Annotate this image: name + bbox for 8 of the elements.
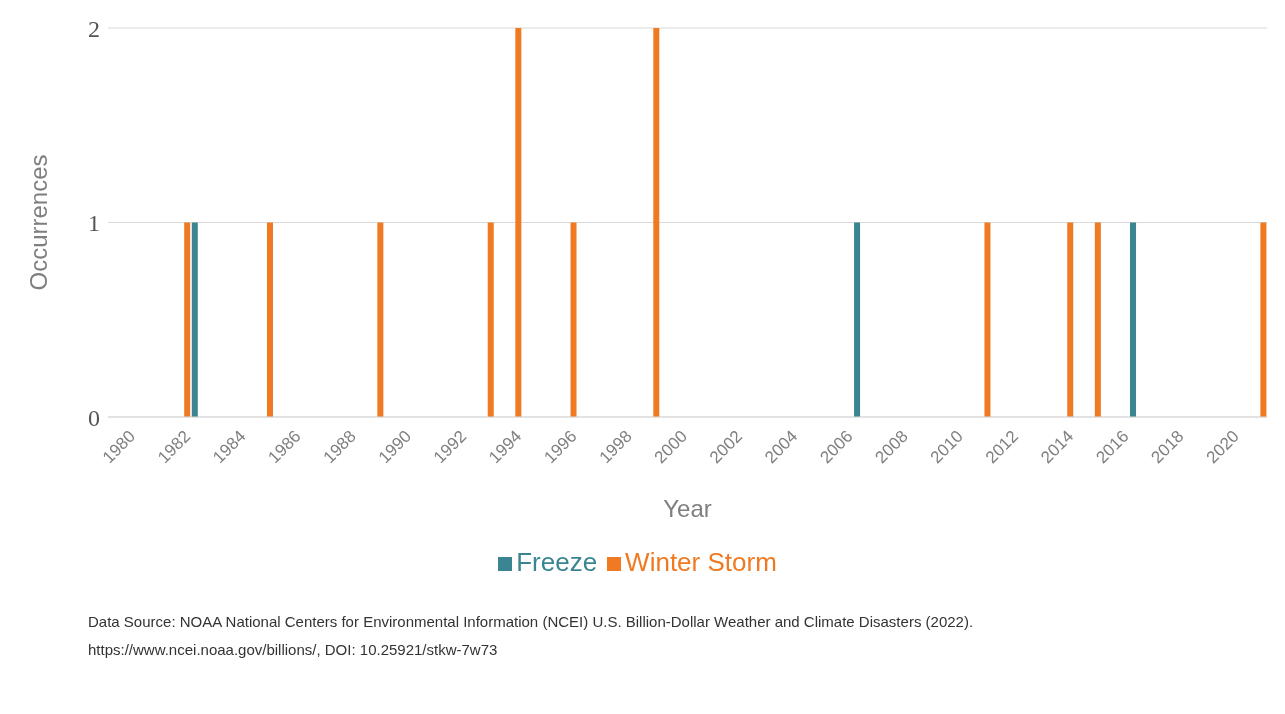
- legend-label: Winter Storm: [625, 547, 777, 577]
- source-note: Data Source: NOAA National Centers for Environmental Information (NCEI) U.S. Billion-Dollar Weather and Climate Disasters (2022). https://www.ncei.noaa.gov/billions/, DOI: 10.25921/stkw-7w73: [88, 612, 975, 660]
- y-tick-label: 2: [88, 15, 100, 42]
- y-tick-label: 0: [88, 404, 100, 431]
- x-axis-title: Year: [663, 495, 712, 522]
- y-tick-label: 1: [88, 210, 100, 237]
- legend-label: Freeze: [516, 547, 598, 577]
- y-axis-title: Occurrences: [24, 154, 52, 291]
